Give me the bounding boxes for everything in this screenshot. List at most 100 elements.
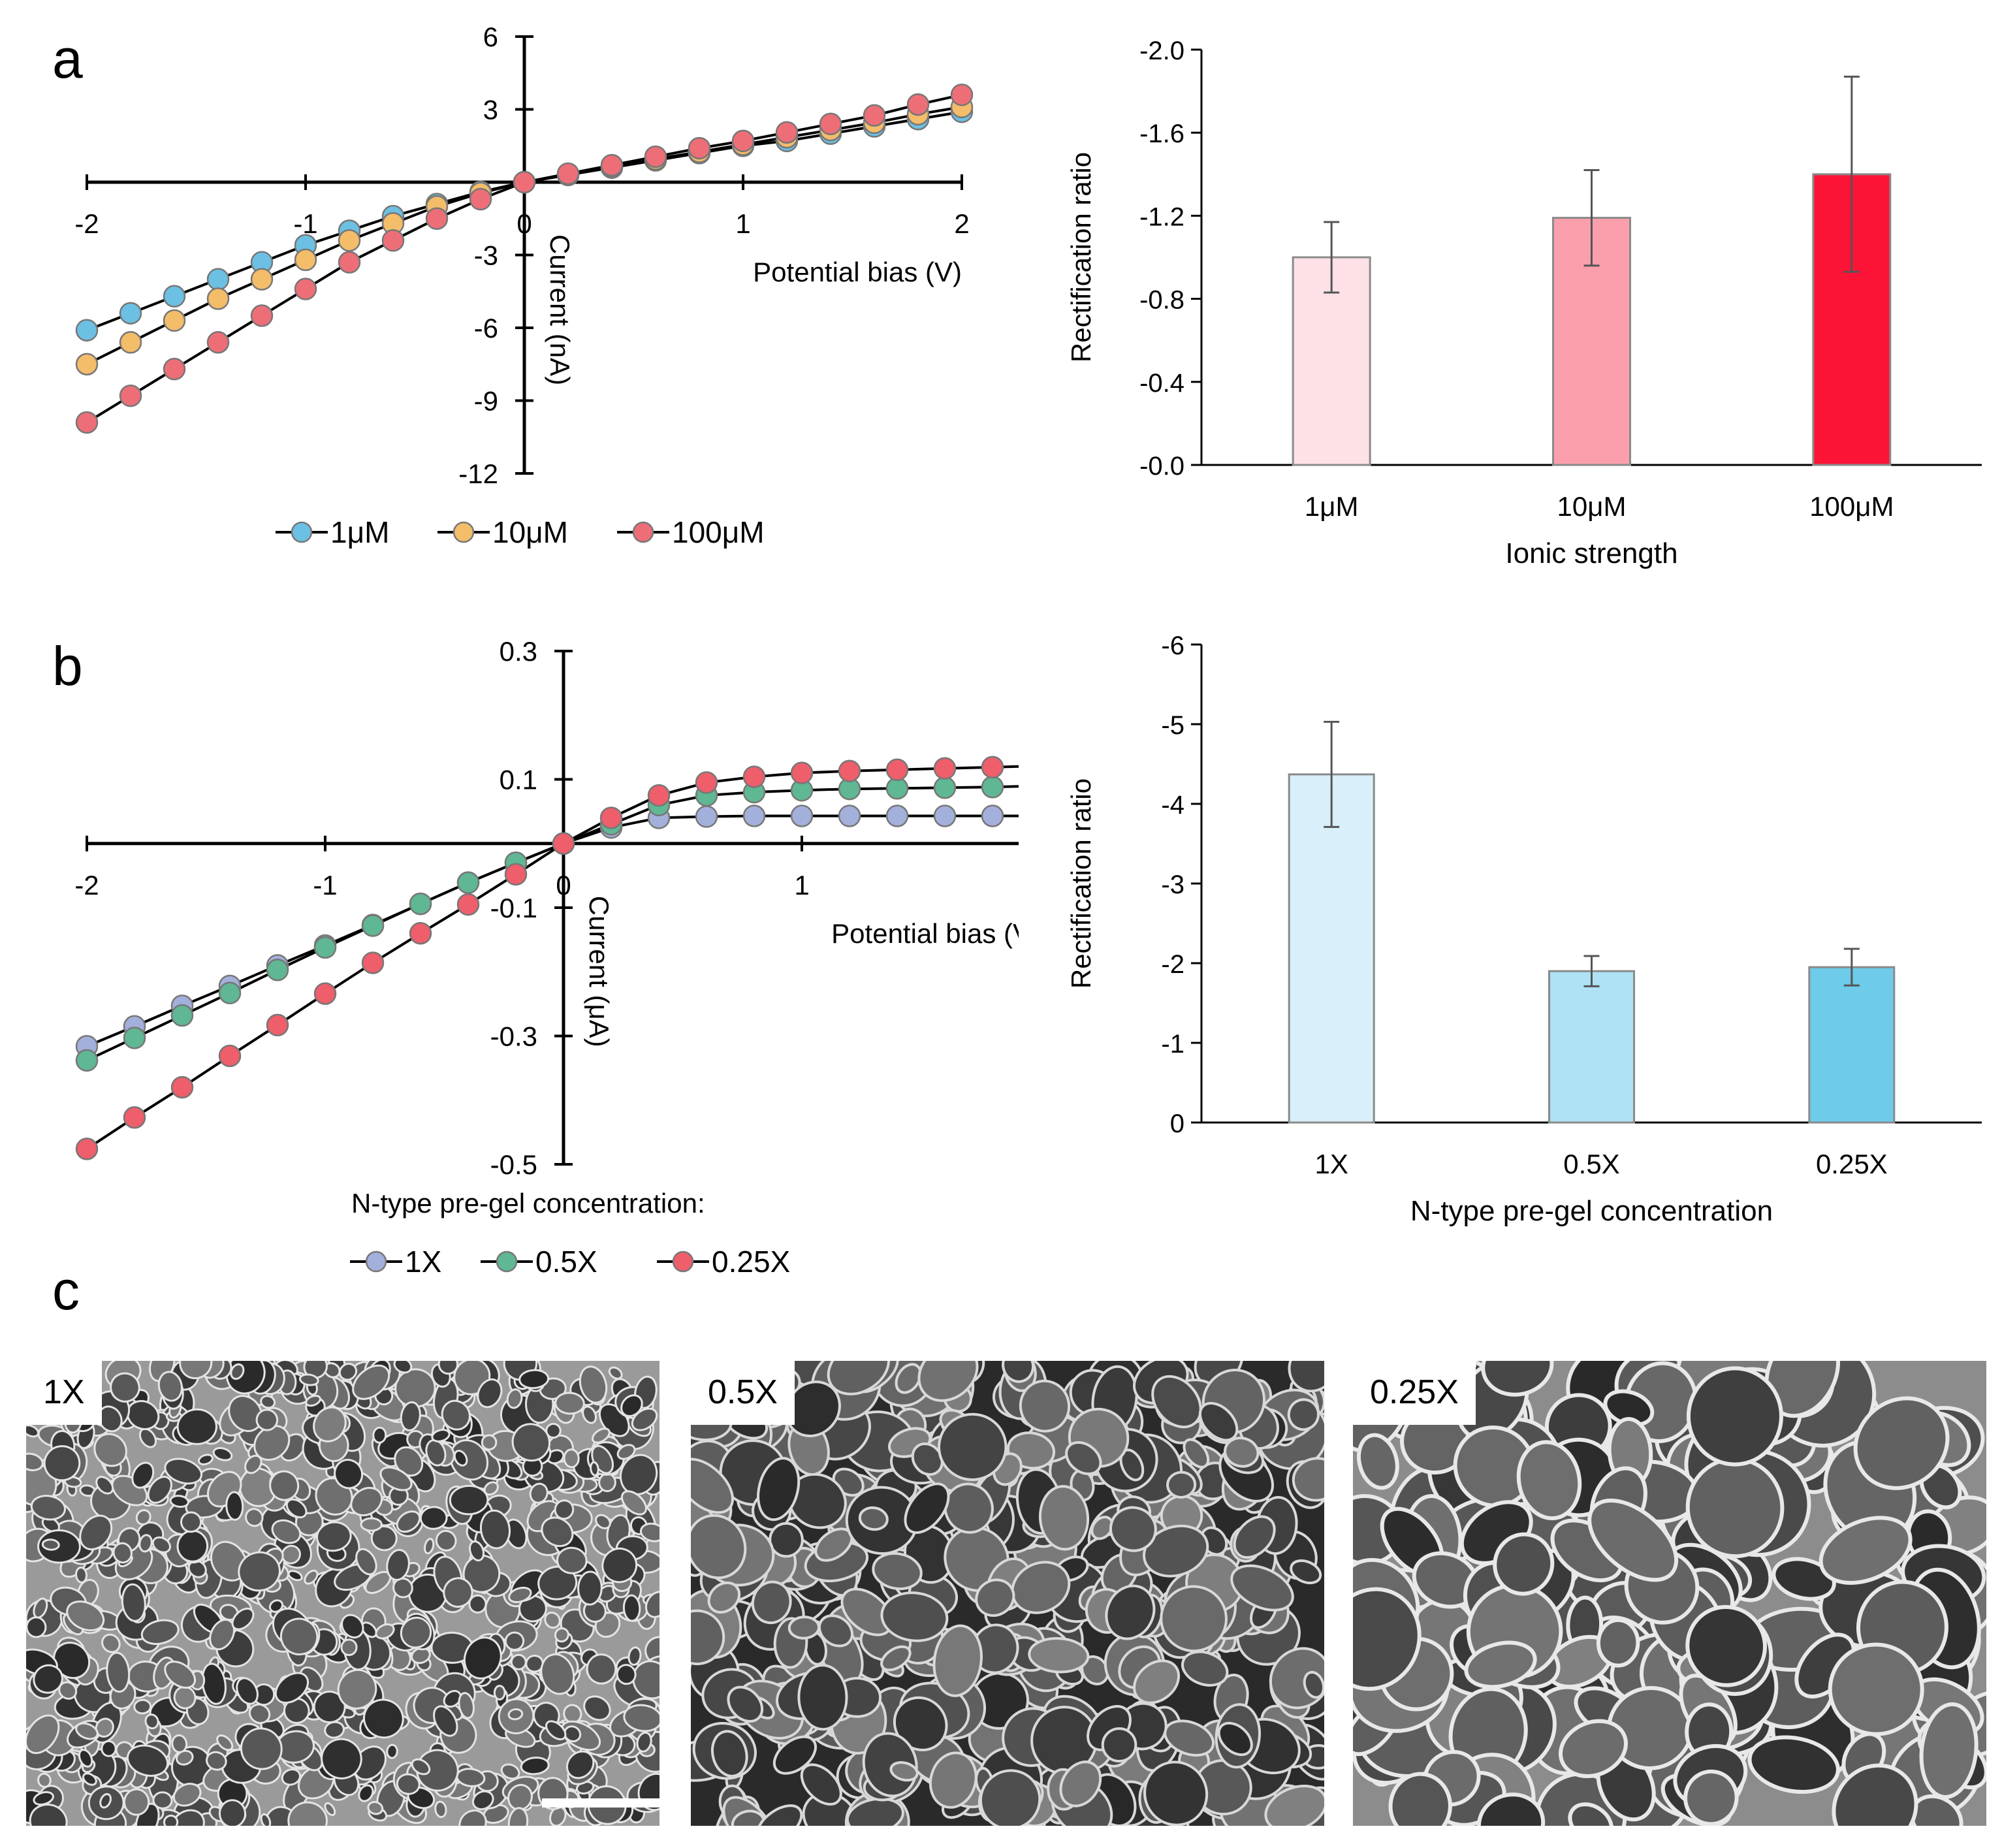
data-point [775,121,799,144]
sem-pore [917,1361,979,1402]
sem-pore [26,1452,44,1472]
sem-pore [1357,1433,1399,1490]
sem-pore [386,1744,398,1759]
sem-pore [133,1698,152,1715]
data-point [409,922,432,945]
sem-pore [379,1466,413,1491]
sem-pore [112,1542,133,1564]
sem-pore [78,1749,93,1768]
sem-pore [375,1623,395,1640]
sem-pore [106,1651,131,1693]
data-point [170,1075,194,1099]
data-point [75,1138,99,1160]
sem-pore [386,1549,410,1581]
sem-pore [1303,1670,1324,1699]
data-point [361,914,385,937]
sem-pore [360,1517,383,1532]
data-point [250,268,274,291]
legend-marker [453,521,475,543]
iv-chart-ionic-strength: -2 -1 0 1 2 6 3 -3 -6 -9 -12 Potential bias (V) Curr… [74,22,974,549]
sem-pore [889,1761,919,1782]
sem-pore [463,1636,502,1680]
sem-pore [1683,1769,1739,1826]
sem-pore [313,1406,347,1442]
sem-pore [33,1664,63,1694]
sem-pore [305,1394,321,1407]
sem-pore [244,1454,262,1474]
sem-pore [1819,1516,1913,1585]
y-tick-label: 3 [483,95,498,125]
sem-pore [423,1538,435,1555]
sem-pore [586,1653,617,1685]
sem-pore [493,1685,506,1701]
data-point [75,411,99,434]
data-point [838,805,861,827]
sem-pore [563,1448,580,1469]
sem-pore [582,1405,597,1424]
x-tick-label: -2 [74,208,99,239]
sem-pore [644,1591,659,1618]
sem-pore [1143,1760,1209,1826]
data-point [933,776,957,799]
sem-pore [1105,1584,1156,1640]
sem-pore [772,1735,817,1775]
sem-pore [880,1645,912,1672]
sem-pore [529,1482,548,1504]
sem-pore [271,1519,302,1544]
sem-pore [1587,1498,1679,1582]
sem-pore [1028,1637,1090,1674]
x-tick-label: -1 [293,208,317,239]
sem-pore [212,1447,233,1461]
sem-pore [938,1412,1008,1482]
y-tick-label: 6 [483,22,498,52]
data-point [695,805,718,828]
data-point [981,776,1004,799]
sem-pore [818,1614,854,1648]
sem-pore [727,1685,764,1723]
data-point [933,805,957,827]
sem-pore [858,1506,889,1531]
sem-pore [800,1763,842,1806]
sem-pore [93,1433,127,1467]
sem-pore [298,1373,319,1386]
sem-pore [392,1577,413,1599]
sem-pore [554,1392,585,1415]
data-point [599,806,623,829]
sem-pore [468,1594,487,1614]
sem-pore [449,1484,489,1516]
sem-pore [269,1470,300,1501]
data-point [313,982,337,1005]
y-tick-label: -1 [1161,1030,1184,1059]
sem-pore [1101,1727,1137,1763]
sem-pore [1224,1437,1260,1468]
y-axis-label: Current (μA) [584,896,614,1047]
sem-pore [393,1361,413,1374]
sem-pore [431,1429,451,1442]
sem-pore [1832,1763,1918,1826]
sem-pore [755,1804,803,1826]
sem-pore [1166,1471,1197,1499]
data-point [294,278,317,300]
sem-pore [1481,1361,1554,1397]
y-tick-label: 0.1 [500,765,537,795]
sem-pore [172,1783,202,1807]
sem-pore [131,1461,155,1489]
sem-pore [545,1720,567,1741]
sem-pore [135,1509,151,1525]
sem-pore [880,1591,949,1642]
data-point [863,104,886,127]
sem-pore [691,1609,725,1666]
sem-pore [126,1744,169,1777]
sem-label-0-25x: 0.25X [1353,1361,1476,1425]
x-tick-label: 0 [516,208,532,239]
sem-pore [616,1444,636,1460]
sem-pore [147,1476,172,1504]
legend-label: 0.25X [712,1245,790,1279]
sem-pore [82,1772,97,1786]
sem-pore [238,1551,281,1592]
sem-pore [157,1371,183,1402]
x-tick-label: -2 [74,870,99,900]
sem-pore [66,1601,105,1632]
data-point [600,153,624,177]
y-tick-label: 0 [1170,1109,1184,1138]
